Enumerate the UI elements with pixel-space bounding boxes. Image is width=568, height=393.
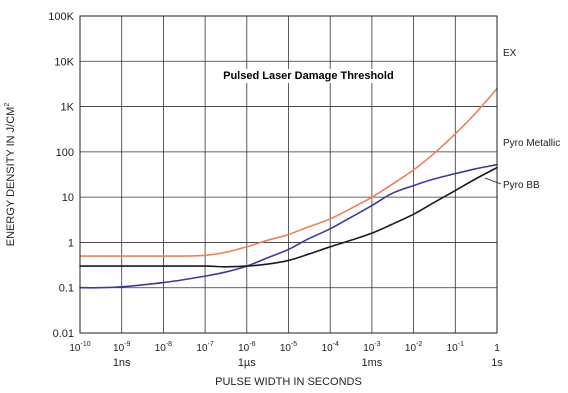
series-label-pyro-bb: Pyro BB [503,180,540,191]
x-tick-label: 10-10 [69,341,90,354]
series-line-ex [79,87,498,257]
x-secondary-tick-label: 1s [491,357,503,369]
y-axis-label-superscript: 2 [4,103,11,107]
y-tick-label: 0.01 [53,328,74,340]
x-tick-labels: 10-10 10-9 10-8 10-7 10-6 10-5 10-4 10-3 10-2 10-… [69,341,500,354]
x-tick-label: 10-5 [280,341,297,354]
series-label-leader [484,177,502,185]
x-tick-label: 10-6 [238,341,255,354]
y-tick-label: 100K [48,11,74,23]
series-label-ex: EX [503,48,517,59]
series-label-pyro-metallic: Pyro Metallic [503,138,560,149]
x-tick-label: 10-8 [155,341,172,354]
x-tick-label: 10-7 [196,341,213,354]
y-tick-label: 0.1 [59,283,74,295]
series-line-pyro-bb [79,166,498,268]
x-tick-label: 10-3 [363,341,380,354]
series-line-pyro-metallic [79,163,498,289]
x-secondary-tick-label: 1ms [362,357,383,369]
x-secondary-tick-labels: 1ns 1µs 1ms 1s [113,357,503,369]
y-axis-label-text: ENERGY DENSITY IN J/CM [5,107,17,247]
y-tick-label: 1K [61,102,75,114]
x-secondary-tick-label: 1µs [238,357,256,369]
y-tick-labels: 100K 10K 1K 100 10 1 0.1 0.01 [48,11,74,340]
chart-title-group: Pulsed Laser Damage Threshold [219,68,398,83]
y-tick-label: 10 [62,192,74,204]
x-tick-label: 1 [494,343,500,354]
x-tick-label: 10-1 [447,341,464,354]
x-tick-label: 10-9 [113,341,130,354]
x-tick-label: 10-4 [322,341,339,354]
x-tick-label: 10-2 [405,341,422,354]
chart-title: Pulsed Laser Damage Threshold [223,70,394,82]
x-secondary-tick-label: 1ns [113,357,131,369]
plot-frame [79,15,498,334]
y-tick-label: 10K [54,56,74,68]
chart-title-background [219,68,398,83]
y-tick-label: 100 [56,147,74,159]
series-layer [79,87,498,289]
x-axis-label: PULSE WIDTH IN SECONDS [215,376,362,388]
series-labels: EX Pyro Metallic Pyro BB [484,48,560,191]
y-axis-label: ENERGY DENSITY IN J/CM2 [4,103,17,247]
y-tick-label: 1 [68,237,74,249]
